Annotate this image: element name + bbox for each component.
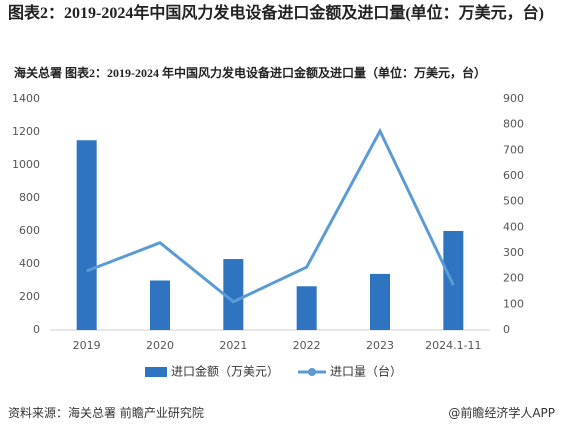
y-tick-label: 800 <box>19 191 40 204</box>
y2-tick-label: 400 <box>503 220 524 233</box>
x-tick-label: 2019 <box>73 339 101 352</box>
x-tick-label: 2021 <box>219 339 247 352</box>
source-note: 资料来源：海关总署 前瞻产业研究院 <box>8 406 204 420</box>
bar <box>443 231 464 330</box>
y2-tick-label: 0 <box>503 323 510 336</box>
x-tick-label: 2022 <box>293 339 321 352</box>
y2-tick-label: 500 <box>503 195 524 208</box>
bar <box>76 140 97 330</box>
y-tick-label: 400 <box>19 257 40 270</box>
bar <box>370 273 390 330</box>
y-tick-label: 200 <box>19 290 40 303</box>
y2-tick-label: 200 <box>503 272 524 285</box>
line-series <box>86 127 455 304</box>
y2-tick-label: 100 <box>503 297 524 310</box>
x-tick-label: 2020 <box>146 339 174 352</box>
x-tick-label: 2024.1-11 <box>425 339 481 352</box>
credit: @前瞻经济学人APP <box>448 406 555 420</box>
bar <box>296 286 317 330</box>
legend-swatch <box>145 367 167 377</box>
bar <box>223 259 244 330</box>
legend-label: 进口金额（万美元） <box>171 364 279 379</box>
y2-tick-label: 800 <box>503 118 524 131</box>
chart-title: 图表2：2019-2024年中国风力发电设备进口金额及进口量(单位：万美元，台) <box>8 5 544 22</box>
chart-subtitle: 海关总署 图表2：2019-2024 年中国风力发电设备进口金额及进口量（单位：… <box>14 66 486 80</box>
y2-tick-label: 600 <box>503 169 524 182</box>
y-tick-label: 600 <box>19 224 40 237</box>
legend-label: 进口量（台） <box>330 364 402 379</box>
y2-tick-label: 700 <box>503 143 524 156</box>
y2-tick-label: 900 <box>503 92 524 105</box>
y-tick-label: 1200 <box>12 125 40 138</box>
legend-marker <box>308 368 316 376</box>
y2-tick-label: 300 <box>503 246 524 259</box>
bar <box>150 280 170 330</box>
y-tick-label: 1400 <box>12 92 40 105</box>
y-tick-label: 0 <box>33 323 40 336</box>
y-tick-label: 1000 <box>12 158 40 171</box>
x-tick-label: 2023 <box>366 339 394 352</box>
